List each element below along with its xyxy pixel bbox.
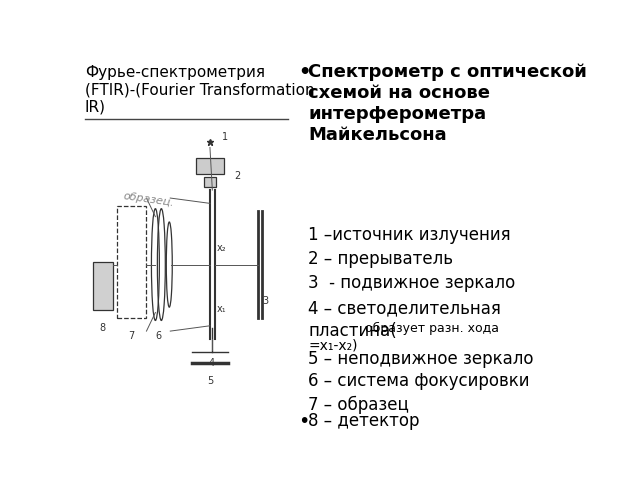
Text: образец.: образец. <box>123 191 175 208</box>
Text: образует разн. хода: образует разн. хода <box>365 322 499 335</box>
Text: Фурье-спектрометрия
(FTIR)-(Fourier Transformation
IR): Фурье-спектрометрия (FTIR)-(Fourier Tran… <box>85 65 315 115</box>
Text: 7 – образец: 7 – образец <box>308 396 409 414</box>
Text: 6 – система фокусировки: 6 – система фокусировки <box>308 372 530 391</box>
Text: 5: 5 <box>207 376 213 386</box>
Text: 5 – неподвижное зеркало: 5 – неподвижное зеркало <box>308 349 534 368</box>
Text: •: • <box>298 412 310 432</box>
Text: 3  - подвижное зеркало: 3 - подвижное зеркало <box>308 274 515 292</box>
Text: 1 –источник излучения: 1 –источник излучения <box>308 226 511 244</box>
Text: 4: 4 <box>209 358 215 368</box>
Text: 1: 1 <box>222 132 228 142</box>
Text: 7: 7 <box>129 331 134 341</box>
FancyBboxPatch shape <box>204 177 216 187</box>
Text: 3: 3 <box>262 297 269 307</box>
Text: пластина(: пластина( <box>308 322 397 340</box>
Text: 8: 8 <box>100 323 106 333</box>
Text: 4 – светоделительная: 4 – светоделительная <box>308 300 501 318</box>
Text: •: • <box>298 63 310 82</box>
Text: x₂: x₂ <box>217 243 227 253</box>
Text: 6: 6 <box>156 331 161 341</box>
Text: Спектрометр с оптической
схемой на основе
интерферометра
Майкельсона: Спектрометр с оптической схемой на основ… <box>308 63 587 144</box>
Text: =x₁-x₂): =x₁-x₂) <box>308 338 358 352</box>
Text: 8 – детектор: 8 – детектор <box>308 412 420 431</box>
FancyBboxPatch shape <box>196 158 224 174</box>
Text: x₁: x₁ <box>217 304 227 314</box>
FancyBboxPatch shape <box>93 262 113 310</box>
Text: 2 – прерыватель: 2 – прерыватель <box>308 250 453 268</box>
Text: 2: 2 <box>234 171 240 181</box>
